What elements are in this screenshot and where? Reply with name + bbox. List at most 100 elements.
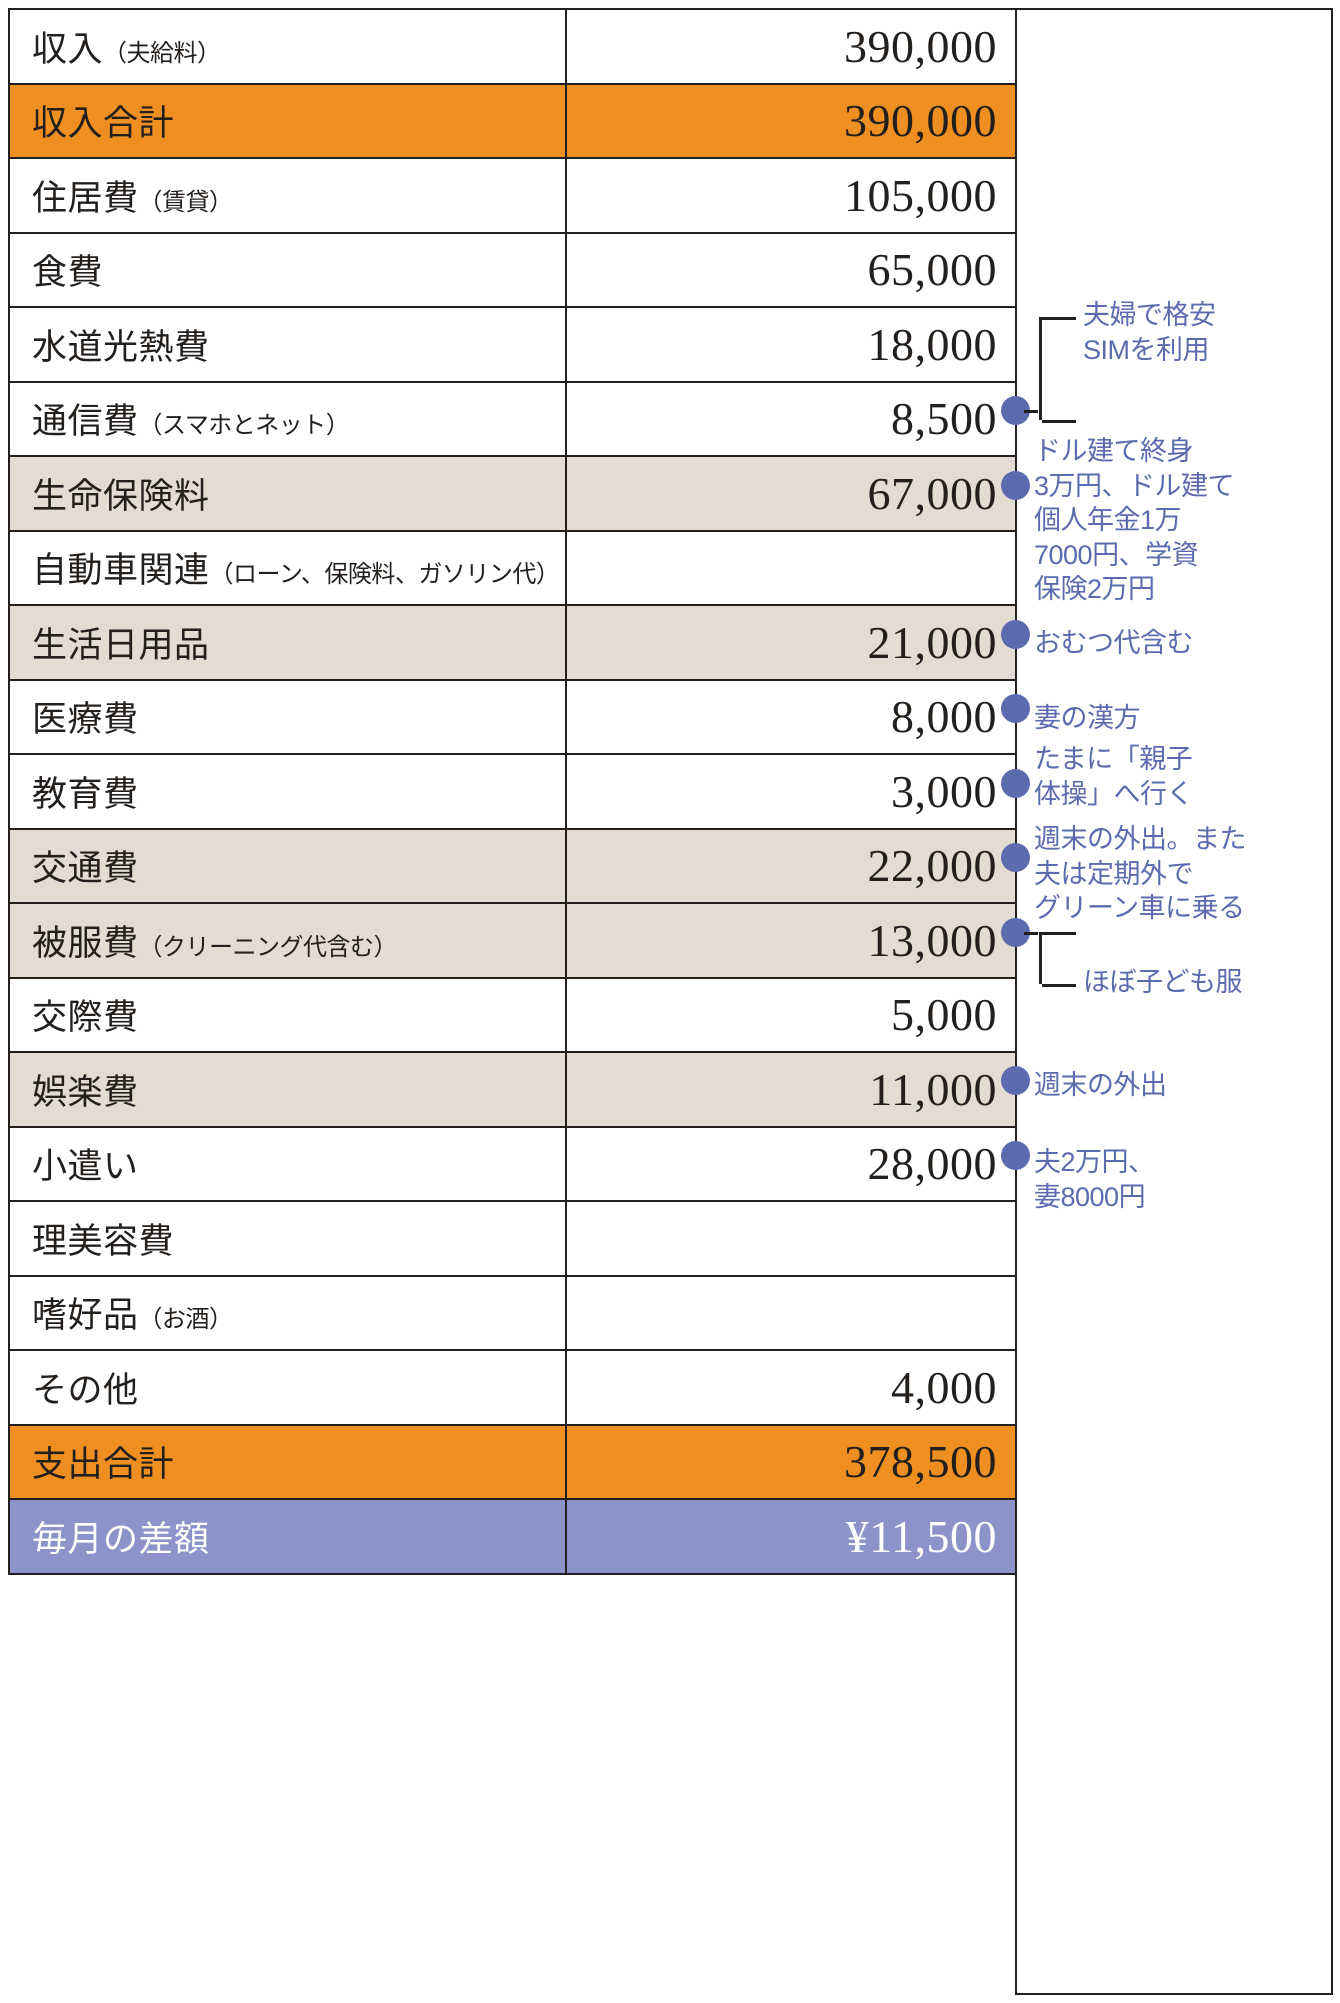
table-row: 通信費（スマホとネット） 8,500 <box>8 380 1019 457</box>
annotation-kyoikuhi: たまに「親子 体操」へ行く <box>1034 744 1194 809</box>
row-value-cell: 4,000 <box>565 1349 1019 1426</box>
row-label-note: （ローン、保険料、ガソリン代） <box>209 561 560 589</box>
row-label-note: （クリーニング代含む） <box>138 933 398 961</box>
connector-bracket-hifukuhi <box>1039 932 1076 987</box>
row-value-cell <box>565 1274 1019 1351</box>
table-row: 支出合計 378,500 <box>8 1423 1019 1500</box>
row-value-cell: 8,500 <box>565 380 1019 457</box>
row-label-main: 被服費 <box>32 923 139 963</box>
row-label-cell: その他 <box>8 1349 567 1426</box>
row-label-cell: 自動車関連（ローン、保険料、ガソリン代） <box>8 529 567 606</box>
row-label-note: （スマホとネット） <box>138 412 350 440</box>
row-label-cell: 生活日用品 <box>8 604 567 681</box>
bracket-tip-bottom <box>1042 984 1076 987</box>
table-row: 娯楽費 11,000 <box>8 1051 1019 1128</box>
row-value-cell: 3,000 <box>565 753 1019 830</box>
row-label-cell: 教育費 <box>8 753 567 830</box>
table-row: 交際費 5,000 <box>8 976 1019 1053</box>
bracket-tip-top <box>1042 317 1076 320</box>
row-label-cell: 住居費（賃貸） <box>8 157 567 234</box>
connector-dot-kozukai <box>1001 1141 1030 1170</box>
row-label-main: 住居費 <box>32 178 139 218</box>
row-label-cell: 収入合計 <box>8 82 567 159</box>
row-label-main: 理美容費 <box>32 1221 175 1261</box>
row-label-main: 水道光熱費 <box>32 327 210 367</box>
row-label-main: 収入合計 <box>32 104 175 144</box>
table-row: 生命保険料 67,000 <box>8 455 1019 532</box>
row-value-cell <box>565 1200 1019 1277</box>
table-row: 教育費 3,000 <box>8 753 1019 830</box>
row-label-cell: 医療費 <box>8 678 567 755</box>
row-value-cell: 18,000 <box>565 306 1019 383</box>
table-row: 生活日用品 21,000 <box>8 604 1019 681</box>
connector-dot-goraku <box>1001 1066 1030 1095</box>
connector-bracket-tsushinhi <box>1039 317 1076 423</box>
row-label-cell: 小遣い <box>8 1125 567 1202</box>
row-label-cell: 水道光熱費 <box>8 306 567 383</box>
row-value-cell: 28,000 <box>565 1125 1019 1202</box>
row-label-main: 生活日用品 <box>32 625 210 665</box>
annotation-hifukuhi: ほぼ子ども服 <box>1083 967 1243 997</box>
annotation-iryohi: 妻の漢方 <box>1034 703 1141 733</box>
connector-dot-seimeihoken <box>1001 471 1030 500</box>
row-value-cell: 13,000 <box>565 902 1019 979</box>
table-row: その他 4,000 <box>8 1349 1019 1426</box>
row-value-cell: 5,000 <box>565 976 1019 1053</box>
row-value-cell <box>565 529 1019 606</box>
row-value-cell: 8,000 <box>565 678 1019 755</box>
row-label-cell: 収入（夫給料） <box>8 8 567 85</box>
row-label-note: （お酒） <box>138 1306 234 1334</box>
connector-dot-kotsuhi <box>1001 843 1030 872</box>
row-label-note: （夫給料） <box>103 39 221 67</box>
connector-stub-hifukuhi <box>1024 932 1038 935</box>
table-row: 交通費 22,000 <box>8 827 1019 904</box>
table-row: 水道光熱費 18,000 <box>8 306 1019 383</box>
row-label-main: 教育費 <box>32 774 139 814</box>
annotation-tsushinhi: 夫婦で格安 SIMを利用 <box>1083 300 1216 365</box>
row-value-cell: 378,500 <box>565 1423 1019 1500</box>
annotation-panel: 夫婦で格安 SIMを利用 ドル建て終身 3万円、ドル建て 個人年金1万 7000… <box>1015 8 1333 1995</box>
bracket-tip-bottom <box>1042 420 1076 423</box>
row-label-cell: 交際費 <box>8 976 567 1053</box>
row-label-main: 嗜好品 <box>32 1296 139 1336</box>
connector-stub-tsushinhi <box>1024 410 1038 413</box>
row-label-main: 小遣い <box>32 1147 139 1187</box>
row-label-main: 毎月の差額 <box>32 1519 210 1559</box>
annotation-kotsuhi: 週末の外出。また 夫は定期外で グリーン車に乗る <box>1034 824 1247 924</box>
annotation-kozukai: 夫2万円、 妻8000円 <box>1034 1147 1155 1212</box>
connector-dot-nichiyohin <box>1001 620 1030 649</box>
row-label-main: その他 <box>32 1370 139 1410</box>
row-label-cell: 生命保険料 <box>8 455 567 532</box>
connector-dot-iryohi <box>1001 694 1030 723</box>
row-label-main: 交際費 <box>32 998 139 1038</box>
table-row: 自動車関連（ローン、保険料、ガソリン代） <box>8 529 1019 606</box>
table-row: 被服費（クリーニング代含む） 13,000 <box>8 902 1019 979</box>
row-label-cell: 嗜好品（お酒） <box>8 1274 567 1351</box>
row-label-main: 娯楽費 <box>32 1072 139 1112</box>
row-value-cell: 21,000 <box>565 604 1019 681</box>
annotation-seimeihoken: ドル建て終身 3万円、ドル建て 個人年金1万 7000円、学資 保険2万円 <box>1034 436 1235 605</box>
annotation-nichiyohin: おむつ代含む <box>1034 628 1194 658</box>
row-value-cell: 22,000 <box>565 827 1019 904</box>
table-row: 理美容費 <box>8 1200 1019 1277</box>
table-row: 小遣い 28,000 <box>8 1125 1019 1202</box>
table-row: 食費 65,000 <box>8 231 1019 308</box>
row-label-main: 通信費 <box>32 402 139 442</box>
row-label-main: 食費 <box>32 253 104 293</box>
table-row: 毎月の差額 ¥11,500 <box>8 1498 1019 1575</box>
row-label-main: 医療費 <box>32 700 139 740</box>
connector-dot-kyoikuhi <box>1001 769 1030 798</box>
household-budget-table: 収入（夫給料） 390,000 収入合計 390,000 住居費（賃貸） 105,000 食… <box>8 8 1019 1575</box>
row-label-main: 生命保険料 <box>32 476 210 516</box>
row-label-cell: 理美容費 <box>8 1200 567 1277</box>
row-label-cell: 通信費（スマホとネット） <box>8 380 567 457</box>
annotation-goraku: 週末の外出 <box>1034 1070 1167 1100</box>
row-value-cell: 390,000 <box>565 8 1019 85</box>
row-label-main: 収入 <box>32 29 104 69</box>
row-value-cell: 390,000 <box>565 82 1019 159</box>
row-label-cell: 毎月の差額 <box>8 1498 567 1575</box>
row-label-cell: 娯楽費 <box>8 1051 567 1128</box>
table-body: 収入（夫給料） 390,000 収入合計 390,000 住居費（賃貸） 105,000 食… <box>8 8 1019 1575</box>
row-value-cell: 11,000 <box>565 1051 1019 1128</box>
